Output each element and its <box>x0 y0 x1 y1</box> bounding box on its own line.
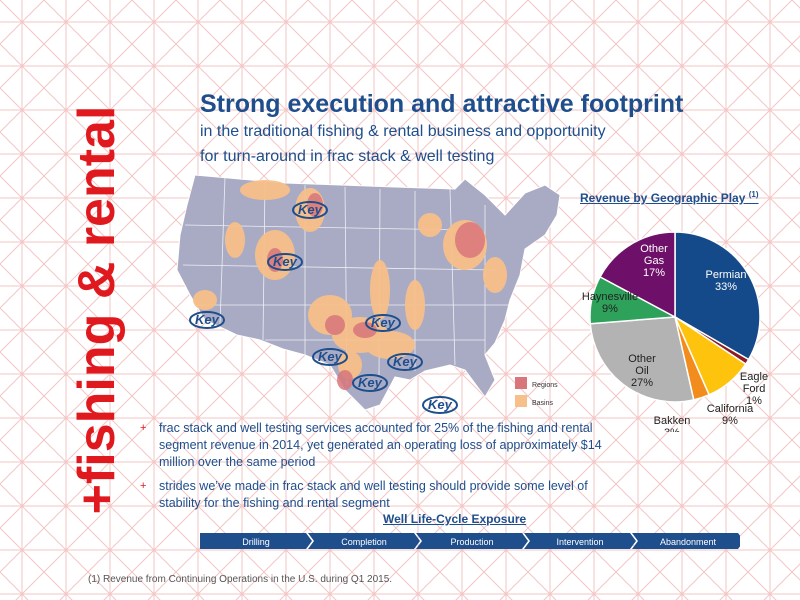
svg-text:Key: Key <box>298 202 323 217</box>
lifecycle-bar: Drilling Completion Production Intervention… <box>200 533 740 549</box>
side-title-text: +fishing & rental <box>68 105 126 515</box>
footnote: (1) Revenue from Continuing Operations i… <box>88 574 393 585</box>
us-map: Key Key Key Key Key Key Key Key <box>176 174 561 414</box>
svg-text:Key: Key <box>273 254 298 269</box>
key-logos: Key Key Key Key Key Key Key Key <box>189 201 458 414</box>
pie-label-other-gas: Other Gas 17% <box>640 243 668 279</box>
bullet-marker: + <box>140 422 147 434</box>
page-title: Strong execution and attractive footprin… <box>200 90 684 118</box>
pie-slice-permian <box>674 231 761 361</box>
pie-chart-title: Revenue by Geographic Play (1) <box>580 190 759 205</box>
subtitle-line-2: for turn-around in frac stack & well tes… <box>200 148 495 165</box>
svg-text:Key: Key <box>195 312 220 327</box>
legend-swatch-basins <box>515 395 527 407</box>
svg-text:Key: Key <box>318 349 343 364</box>
key-logo: Key <box>189 311 225 329</box>
lifecycle-stage-label: Completion <box>341 537 387 547</box>
pie-label-bakken: Bakken3% <box>654 415 691 432</box>
key-logo: Key <box>365 314 401 332</box>
lifecycle-stage-intervention <box>524 533 636 549</box>
lifecycle-stage-abandonment <box>632 533 740 549</box>
lifecycle-stage-drilling <box>200 533 312 549</box>
bullet-item: + frac stack and well testing services a… <box>140 420 610 471</box>
subtitle-line-1: in the traditional fishing & rental busi… <box>200 123 606 140</box>
bullet-item: + strides we’ve made in frac stack and w… <box>140 478 610 512</box>
key-logo: Key <box>387 353 423 371</box>
bullet-marker: + <box>140 480 147 492</box>
bullet-text: strides we’ve made in frac stack and wel… <box>159 479 588 510</box>
lifecycle-stage-label: Intervention <box>556 537 603 547</box>
lifecycle-stage-production <box>416 533 528 549</box>
svg-text:Key: Key <box>371 315 396 330</box>
pie-label-permian: Permian 33% <box>706 269 747 293</box>
key-logo: Key <box>312 348 348 366</box>
map-legend: Regions Basins <box>515 377 558 407</box>
bullet-text: frac stack and well testing services acc… <box>159 421 602 469</box>
legend-label-basins: Basins <box>532 400 554 407</box>
pie-label-haynesville: Haynesville 9% <box>582 291 638 315</box>
pie-chart-title-text: Revenue by Geographic Play <box>580 191 746 205</box>
pie-label-california: California 9% <box>707 403 754 427</box>
svg-text:Key: Key <box>428 397 453 412</box>
lifecycle-stage-label: Drilling <box>242 537 270 547</box>
pie-chart-title-footnote: (1) <box>748 190 759 199</box>
svg-text:Key: Key <box>358 375 383 390</box>
pie-label-other-oil: Other Oil 27% <box>628 353 656 389</box>
lifecycle-title: Well Life-Cycle Exposure <box>383 512 527 526</box>
legend-label-regions: Regions <box>532 382 558 389</box>
bullet-list: + frac stack and well testing services a… <box>140 420 610 519</box>
lifecycle-stage-completion <box>308 533 420 549</box>
key-logo: Key <box>422 396 458 414</box>
svg-text:Key: Key <box>393 354 418 369</box>
pie-slice-other-gas <box>599 231 676 319</box>
key-logo: Key <box>267 253 303 271</box>
lifecycle-stage-label: Production <box>450 537 493 547</box>
key-logo: Key <box>352 374 388 392</box>
pie-slice-other-oil <box>589 316 695 403</box>
pie-label-eagle-ford: Eagle Ford 1% <box>740 371 768 407</box>
legend-swatch-regions <box>515 377 527 389</box>
lifecycle-stage-label: Abandonment <box>660 537 717 547</box>
side-title: +fishing & rental <box>62 60 132 560</box>
key-logo: Key <box>292 201 328 219</box>
